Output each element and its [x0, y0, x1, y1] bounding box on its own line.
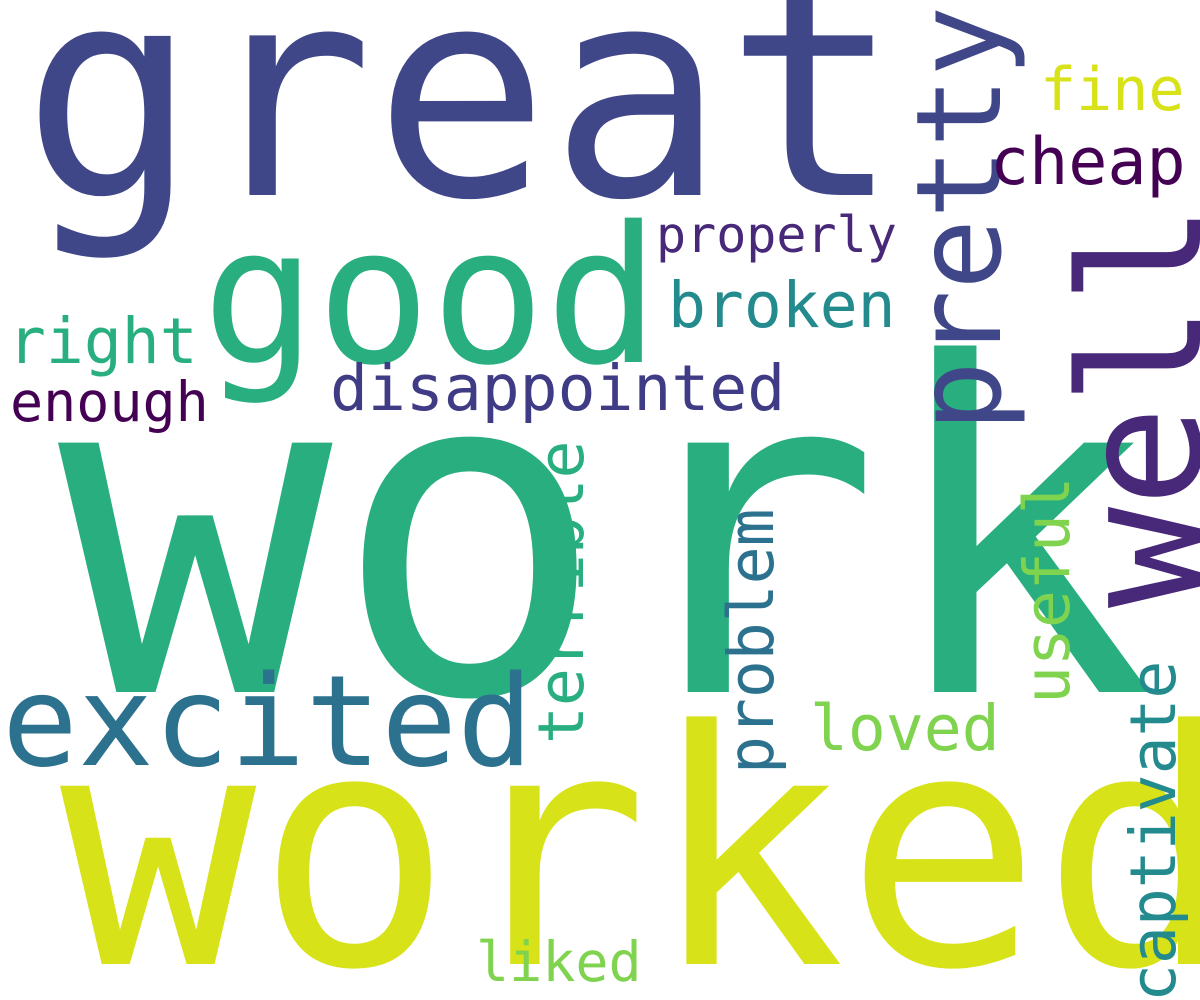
- word-great: great: [22, 0, 901, 264]
- word-work: work: [58, 269, 1157, 800]
- word-pretty: pretty: [890, 5, 1028, 432]
- word-captivate: captivate: [1117, 660, 1190, 1000]
- word-loved: loved: [810, 692, 1000, 765]
- word-excited: excited: [2, 648, 534, 795]
- word-enough: enough: [10, 370, 209, 434]
- word-right: right: [8, 305, 198, 378]
- word-fine: fine: [1040, 55, 1185, 125]
- word-terrible: terrible: [525, 440, 598, 744]
- word-broken: broken: [668, 269, 896, 342]
- word-properly: properly: [656, 206, 897, 264]
- word-worked: worked: [60, 661, 1200, 1000]
- word-liked: liked: [476, 930, 642, 994]
- word-problem: problem: [715, 508, 788, 774]
- word-useful: useful: [1011, 476, 1084, 704]
- word-good: good: [202, 186, 660, 407]
- word-cheap: cheap: [990, 125, 1186, 200]
- word-disappointed: disappointed: [330, 352, 786, 425]
